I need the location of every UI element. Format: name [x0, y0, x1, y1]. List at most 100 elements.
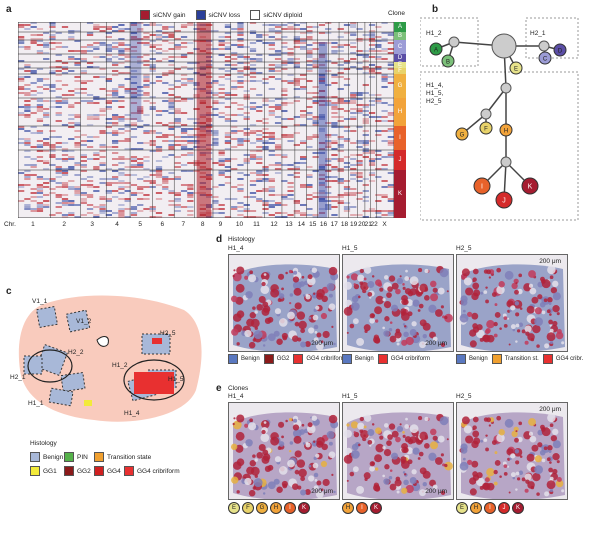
box-h2-1 — [23, 355, 43, 375]
d-legend-1: Benign GG2 GG4 cribriform — [228, 354, 350, 364]
ellipse-h1 — [123, 359, 185, 401]
tissue-legend-gg4: GG4 — [94, 466, 121, 476]
tree-node-f — [479, 121, 493, 135]
tissue-legend-benign: Benign — [30, 452, 63, 462]
legend-swatch — [94, 466, 104, 476]
group-box-h1-2 — [420, 17, 479, 67]
d-tissue-image-h1-5: 200 μm — [342, 254, 454, 352]
legend-swatch — [228, 354, 238, 364]
chr-label-1: 1 — [31, 221, 35, 228]
clone-tab-h: H — [394, 98, 406, 126]
tree-node-k — [521, 177, 539, 195]
d-legend-3: Benign Transition st. GG4 cribr. — [456, 354, 587, 364]
histology-legend-item: GG4 cribriform — [293, 354, 346, 364]
panel-label-e: e — [216, 383, 222, 394]
chr-label-20: 20 — [358, 221, 366, 228]
clones-row-title: Clones — [228, 385, 249, 392]
section-label-h1-2: H1_2 — [112, 362, 128, 369]
clone-tab-d: D — [394, 54, 406, 62]
clone-tab-b: B — [394, 32, 406, 40]
tree-node-label-a: A — [434, 48, 438, 54]
section-label-h1-5: H1_5 — [168, 376, 184, 383]
histology-legend-item: Benign — [228, 354, 260, 364]
panel-label-c: c — [6, 286, 12, 297]
histology-legend-item: GG4 cribriform — [377, 354, 431, 364]
clone-tab-a: A — [394, 22, 406, 32]
e-sample-title-h1-5: H1_5 — [342, 393, 358, 400]
box-v1-1 — [35, 305, 59, 329]
urethra — [96, 336, 109, 347]
clone-tab-i: I — [394, 126, 406, 150]
legend-label: Benign — [43, 453, 64, 461]
d-tissue-image-h2-5: 200 μm — [456, 254, 568, 352]
d-tissue-image-h1-4: 200 μm — [228, 254, 340, 352]
chr-label-x: X — [382, 221, 387, 228]
chr-label-22: 22 — [370, 221, 378, 228]
chr-label-6: 6 — [160, 221, 165, 228]
tree-node-j — [495, 191, 513, 209]
panel-label-a: a — [6, 4, 12, 15]
histology-row-title: Histology — [228, 236, 255, 243]
tissue-legend-gg2: GG2 — [64, 466, 91, 476]
chr-label-9: 9 — [218, 221, 223, 228]
tree-node-label-j: J — [502, 198, 506, 205]
chr-label-12: 12 — [270, 221, 278, 228]
section-label-h2-1: H2_1 — [10, 374, 26, 381]
gg1-patch — [84, 400, 92, 406]
tree-inner-node — [500, 156, 512, 168]
tree-node-label-c: C — [543, 57, 548, 63]
legend-swatch — [293, 354, 304, 364]
tree-node-label-g: G — [460, 133, 465, 139]
clone-tab-c: C — [394, 40, 406, 54]
tree-node-e — [509, 61, 523, 75]
clone-tab-e: E — [394, 62, 406, 68]
clone-tab-k: K — [394, 170, 406, 218]
clone-chip-g: G — [256, 502, 268, 514]
legend-swatch — [377, 354, 388, 364]
cancer-h2-5 — [152, 338, 162, 344]
legend-swatch — [456, 354, 466, 364]
cnv-heatmap — [18, 22, 394, 218]
chr-label-10: 10 — [235, 221, 244, 228]
clone-tab-f: F — [394, 68, 406, 74]
legend-label: GG4 cribriform — [390, 356, 431, 362]
chr-label-5: 5 — [138, 221, 142, 228]
clone-chip-k: K — [298, 502, 310, 514]
tree-node-label-i: I — [481, 184, 483, 191]
tree-node-b — [441, 54, 455, 68]
d-scale-bar-1: 200 μm — [311, 340, 333, 347]
clone-chip-i: I — [284, 502, 296, 514]
legend-label: GG4 cribr. — [555, 356, 584, 362]
tree-node-label-d: D — [558, 49, 563, 55]
cancer-region — [134, 372, 174, 394]
chr-label-7: 7 — [181, 221, 186, 228]
clone-chip-e: E — [228, 502, 240, 514]
chr-label-15: 15 — [309, 221, 317, 228]
chr-label-11: 11 — [253, 221, 260, 228]
tissue-legend-gg1: GG1 — [30, 466, 57, 476]
panel-label-b: b — [432, 4, 439, 15]
tree-node-label-f: F — [484, 127, 488, 133]
legend-gain: siCNV gain — [153, 11, 186, 19]
legend-label: GG2 — [276, 356, 290, 362]
histology-legend-item: GG4 cribr. — [542, 354, 584, 364]
legend-diploid: siCNV diploid — [263, 11, 303, 19]
clone-chip-i: I — [356, 502, 368, 514]
loss-swatch — [195, 10, 206, 20]
section-label-h2-5: H2_5 — [160, 330, 176, 337]
tree-node-g — [455, 127, 469, 141]
tree-node-h — [499, 123, 513, 137]
clone-tab-g: G — [394, 74, 406, 98]
box-v1-2 — [65, 309, 91, 333]
clone-chip-h: H — [270, 502, 282, 514]
chr-label-4: 4 — [115, 221, 119, 228]
legend-swatch — [94, 452, 104, 462]
legend-label: Benign — [355, 356, 374, 362]
group-box-main — [420, 71, 579, 221]
section-label-h2-2: H2_2 — [68, 349, 84, 356]
phylogenetic-tree: A B C D E F G H I J K — [420, 17, 579, 221]
clone-axis-title: Clone — [388, 10, 405, 17]
tree-root-node — [491, 33, 517, 59]
legend-swatch — [342, 354, 352, 364]
